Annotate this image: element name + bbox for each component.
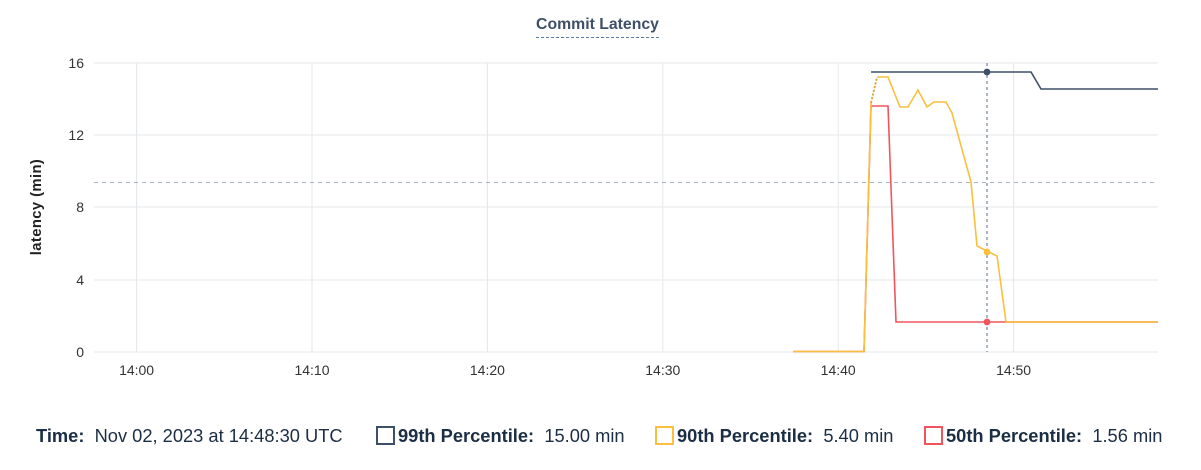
svg-text:latency (min): latency (min) xyxy=(29,159,45,255)
svg-text:12: 12 xyxy=(68,127,84,143)
svg-text:14:20: 14:20 xyxy=(470,362,505,378)
svg-text:14:40: 14:40 xyxy=(821,362,856,378)
svg-text:14:10: 14:10 xyxy=(294,362,329,378)
svg-text:8: 8 xyxy=(76,199,84,215)
svg-text:14:30: 14:30 xyxy=(645,362,680,378)
svg-text:16: 16 xyxy=(68,55,84,71)
svg-text:4: 4 xyxy=(76,272,84,288)
svg-text:14:50: 14:50 xyxy=(996,362,1031,378)
svg-text:14:00: 14:00 xyxy=(119,362,154,378)
svg-text:0: 0 xyxy=(76,344,84,360)
